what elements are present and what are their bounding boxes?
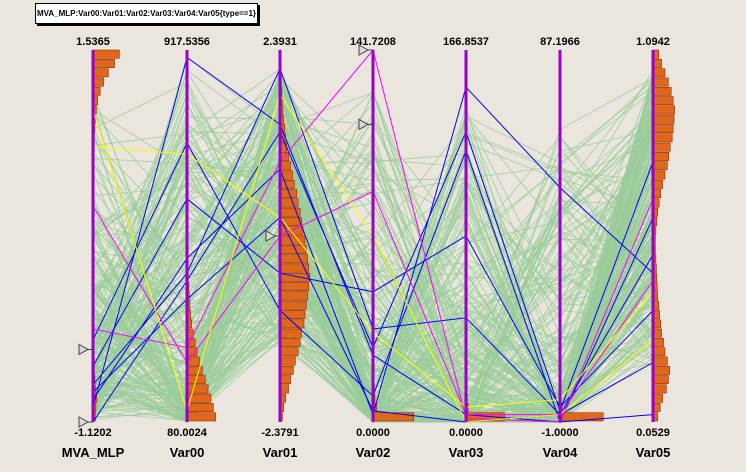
axis-name-label-var00: Var00 [170, 445, 205, 460]
histogram-bar-var01 [279, 300, 307, 310]
histogram-bar-var02 [372, 412, 415, 422]
histogram-bar-var01 [279, 365, 294, 375]
histogram-bar-var05 [652, 96, 674, 106]
histogram-bar-var01 [279, 328, 302, 338]
histogram-bar-var01 [279, 282, 310, 292]
histogram-bar-mva_mlp [92, 59, 115, 68]
histogram-bar-var01 [279, 356, 296, 366]
axis-min-label-var02: 0.0000 [356, 427, 390, 439]
range-marker-var01[interactable] [265, 230, 277, 242]
axis-max-label-var05: 1.0942 [636, 36, 670, 48]
histogram-bar-var00 [186, 403, 214, 412]
axis-max-label-var02: 141.7208 [350, 36, 396, 48]
axis-name-label-var04: Var04 [543, 445, 578, 460]
axis-labels: 1.5365 -1.1202 MVA_MLP 917.5356 80.0024 Var00… [62, 36, 671, 460]
histogram-bar-var05 [652, 77, 669, 87]
histogram-bar-var05 [652, 384, 667, 394]
histogram-bar-var00 [186, 356, 200, 366]
axis-max-label-var01: 2.3931 [263, 36, 297, 48]
histogram-bar-mva_mlp [92, 49, 120, 59]
histogram-bar-var05 [652, 86, 672, 96]
range-marker-var02[interactable] [358, 44, 370, 56]
chart-title: MVA_MLP:Var00:Var01:Var02:Var03:Var04:Va… [35, 3, 258, 24]
histogram-bar-var05 [652, 161, 668, 171]
histogram-bar-var01 [279, 310, 306, 319]
histogram-bar-var05 [652, 124, 674, 133]
axis-min-label-mva_mlp: -1.1202 [74, 427, 111, 439]
axis-max-label-mva_mlp: 1.5365 [76, 36, 110, 48]
histogram-bar-var01 [279, 291, 309, 301]
histogram-bar-var01 [279, 245, 307, 254]
axis-min-label-var03: 0.0000 [449, 427, 483, 439]
histogram-bar-var01 [279, 198, 299, 208]
axes [91, 50, 655, 422]
histogram-bar-var01 [279, 254, 309, 264]
axis-max-label-var04: 87.1966 [540, 36, 580, 48]
axis-name-label-var01: Var01 [263, 445, 298, 460]
histogram-bar-var05 [652, 338, 664, 347]
histogram-bar-var05 [652, 142, 671, 152]
histogram-bar-var05 [652, 375, 669, 385]
range-marker-mva_mlp[interactable] [78, 416, 90, 428]
histogram-bar-var04 [559, 412, 604, 422]
axis-name-label-var05: Var05 [636, 445, 671, 460]
axis-max-label-var03: 166.8537 [443, 36, 489, 48]
range-marker-var02[interactable] [358, 118, 370, 131]
axis-name-label-var02: Var02 [356, 445, 391, 460]
histogram-bar-var05 [652, 114, 675, 124]
range-marker-mva_mlp[interactable] [78, 343, 90, 356]
histogram-bar-var05 [652, 347, 666, 357]
histogram-bar-mva_mlp [92, 77, 104, 87]
axis-min-label-var01: -2.3791 [261, 427, 298, 439]
axis-name-label-mva_mlp: MVA_MLP [62, 445, 125, 460]
range-markers [78, 44, 373, 428]
histogram-bar-var05 [652, 365, 671, 375]
axis-name-label-var03: Var03 [449, 445, 484, 460]
histogram-bar-var05 [652, 133, 673, 143]
histogram-bar-var01 [279, 347, 299, 357]
histogram-bar-var05 [652, 170, 666, 180]
histogram-bar-mva_mlp [92, 68, 109, 78]
axis-min-label-var04: -1.0000 [541, 427, 578, 439]
histogram-bar-var05 [652, 356, 668, 366]
histogram-bar-var05 [652, 152, 670, 161]
histogram-bar-var05 [652, 105, 675, 115]
axis-min-label-var05: 0.0529 [636, 427, 670, 439]
axis-min-label-var00: 80.0024 [167, 427, 208, 439]
histogram-bar-var05 [652, 68, 666, 78]
histogram-bar-var01 [279, 375, 291, 385]
histogram-bar-var00 [186, 384, 209, 394]
axis-max-label-var00: 917.5356 [164, 36, 210, 48]
histogram-bar-var01 [279, 338, 301, 347]
histogram-bar-var00 [186, 347, 198, 357]
histogram-bar-var01 [279, 161, 291, 171]
histogram-bar-var00 [186, 412, 217, 422]
